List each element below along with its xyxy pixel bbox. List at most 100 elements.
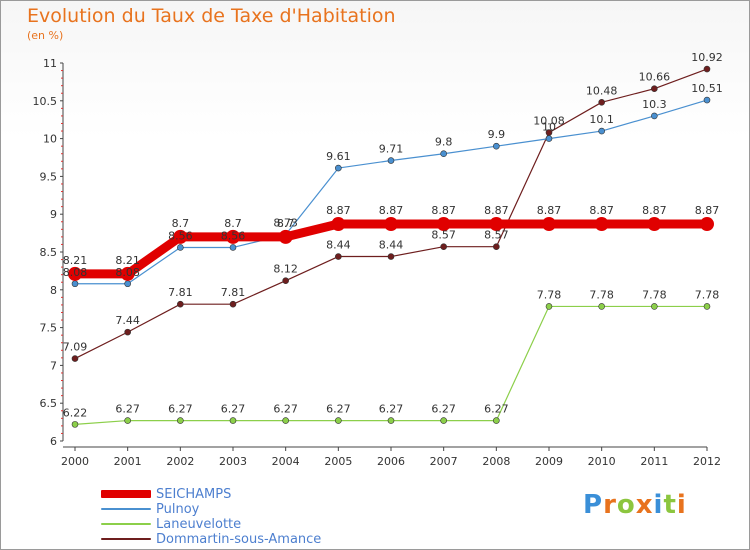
data-point bbox=[282, 417, 289, 424]
legend-swatch-pulnoy bbox=[101, 508, 151, 510]
legend-swatch-seichamps bbox=[101, 490, 151, 498]
legend-item-seichamps: SEICHAMPS bbox=[101, 487, 401, 502]
data-label: 7.78 bbox=[695, 288, 720, 301]
proxiti-logo: Proxiti bbox=[583, 490, 687, 520]
data-label: 8.12 bbox=[273, 263, 298, 276]
data-point bbox=[124, 417, 131, 424]
data-point bbox=[173, 229, 188, 244]
data-label: 10.92 bbox=[691, 51, 723, 64]
data-point bbox=[436, 217, 451, 232]
data-point bbox=[651, 85, 658, 93]
data-point bbox=[545, 135, 553, 142]
x-tick-label: 2009 bbox=[535, 455, 563, 468]
logo-letter: P bbox=[583, 490, 604, 520]
y-tick-label: 10 bbox=[43, 133, 57, 146]
data-point bbox=[229, 244, 237, 251]
data-point bbox=[278, 229, 293, 244]
data-point bbox=[647, 217, 662, 232]
data-point bbox=[387, 417, 395, 424]
data-label: 8.08 bbox=[115, 266, 140, 279]
data-point bbox=[331, 217, 346, 232]
y-tick-label: 11 bbox=[43, 57, 57, 70]
data-label: 6.22 bbox=[63, 406, 88, 419]
data-label: 6.27 bbox=[431, 403, 456, 416]
x-tick-label: 2003 bbox=[219, 455, 247, 468]
data-point bbox=[124, 328, 131, 336]
data-label: 8.7 bbox=[224, 217, 242, 230]
data-point bbox=[700, 217, 714, 232]
data-label: 6.27 bbox=[221, 403, 246, 416]
data-point bbox=[384, 217, 398, 232]
data-label: 8.08 bbox=[63, 266, 88, 279]
x-tick-label: 2005 bbox=[324, 455, 352, 468]
data-label: 8.56 bbox=[168, 229, 193, 242]
data-point bbox=[651, 303, 658, 310]
data-point bbox=[493, 142, 500, 150]
data-label: 8.57 bbox=[484, 229, 509, 242]
data-label: 9.61 bbox=[326, 150, 351, 163]
data-point bbox=[440, 417, 447, 424]
data-point bbox=[387, 157, 395, 164]
data-point bbox=[71, 421, 79, 428]
data-point bbox=[489, 217, 504, 232]
data-point bbox=[120, 266, 135, 281]
data-label: 7.09 bbox=[63, 341, 88, 354]
data-label: 6.27 bbox=[273, 403, 298, 416]
data-point bbox=[651, 112, 658, 120]
legend-swatch-laneuvelotte bbox=[101, 523, 151, 525]
x-tick-label: 2002 bbox=[166, 455, 194, 468]
data-label: 8.21 bbox=[115, 254, 140, 267]
data-point bbox=[71, 355, 79, 362]
legend-label: Pulnoy bbox=[156, 502, 200, 517]
x-tick-label: 2007 bbox=[430, 455, 458, 468]
data-label: 10.66 bbox=[639, 71, 671, 84]
data-label: 6.27 bbox=[484, 403, 509, 416]
data-label: 7.78 bbox=[642, 288, 667, 301]
x-tick-label: 2001 bbox=[114, 455, 142, 468]
chart-unit: (en %) bbox=[27, 29, 64, 42]
logo-letter: i bbox=[676, 490, 687, 520]
data-point bbox=[440, 150, 447, 158]
data-label: 6.27 bbox=[379, 403, 404, 416]
x-tick-label: 2006 bbox=[377, 455, 405, 468]
data-point bbox=[542, 217, 556, 232]
legend-swatch-dommartin bbox=[101, 538, 151, 540]
legend-item-pulnoy: Pulnoy bbox=[101, 502, 401, 517]
y-tick-label: 8.5 bbox=[40, 246, 58, 259]
data-label: 9.9 bbox=[488, 128, 506, 141]
data-label: 8.7 bbox=[172, 217, 190, 230]
x-tick-label: 2010 bbox=[588, 455, 616, 468]
y-tick-label: 8 bbox=[50, 284, 57, 297]
legend: SEICHAMPS Pulnoy Laneuvelotte Dommartin-… bbox=[101, 487, 401, 547]
data-point bbox=[229, 300, 237, 308]
data-point bbox=[493, 417, 500, 424]
data-label: 8.87 bbox=[642, 204, 667, 217]
data-label: 8.44 bbox=[379, 239, 404, 252]
data-point bbox=[335, 417, 342, 424]
y-tick-label: 6.5 bbox=[40, 397, 58, 410]
logo-letter: r bbox=[603, 490, 617, 520]
data-label: 8.87 bbox=[537, 204, 562, 217]
data-label: 8.44 bbox=[326, 239, 351, 252]
data-label: 7.78 bbox=[537, 288, 562, 301]
data-label: 10 bbox=[542, 121, 556, 134]
y-tick-label: 9 bbox=[50, 208, 57, 221]
data-label: 7.78 bbox=[589, 288, 614, 301]
y-tick-label: 9.5 bbox=[40, 170, 58, 183]
data-point bbox=[387, 253, 395, 260]
data-point bbox=[594, 217, 609, 232]
data-label: 6.27 bbox=[326, 403, 351, 416]
data-point bbox=[71, 280, 79, 288]
data-label: 6.27 bbox=[115, 403, 140, 416]
data-point bbox=[545, 303, 553, 310]
data-label: 9.8 bbox=[435, 136, 453, 149]
data-point bbox=[226, 229, 240, 244]
legend-label: Laneuvelotte bbox=[156, 517, 242, 532]
data-label: 8.56 bbox=[221, 229, 246, 242]
data-label: 8.73 bbox=[273, 217, 298, 230]
logo-letter: o bbox=[616, 490, 636, 520]
data-label: 7.44 bbox=[115, 314, 140, 327]
chart-title: Evolution du Taux de Taxe d'Habitation bbox=[27, 5, 396, 27]
data-point bbox=[493, 243, 500, 251]
